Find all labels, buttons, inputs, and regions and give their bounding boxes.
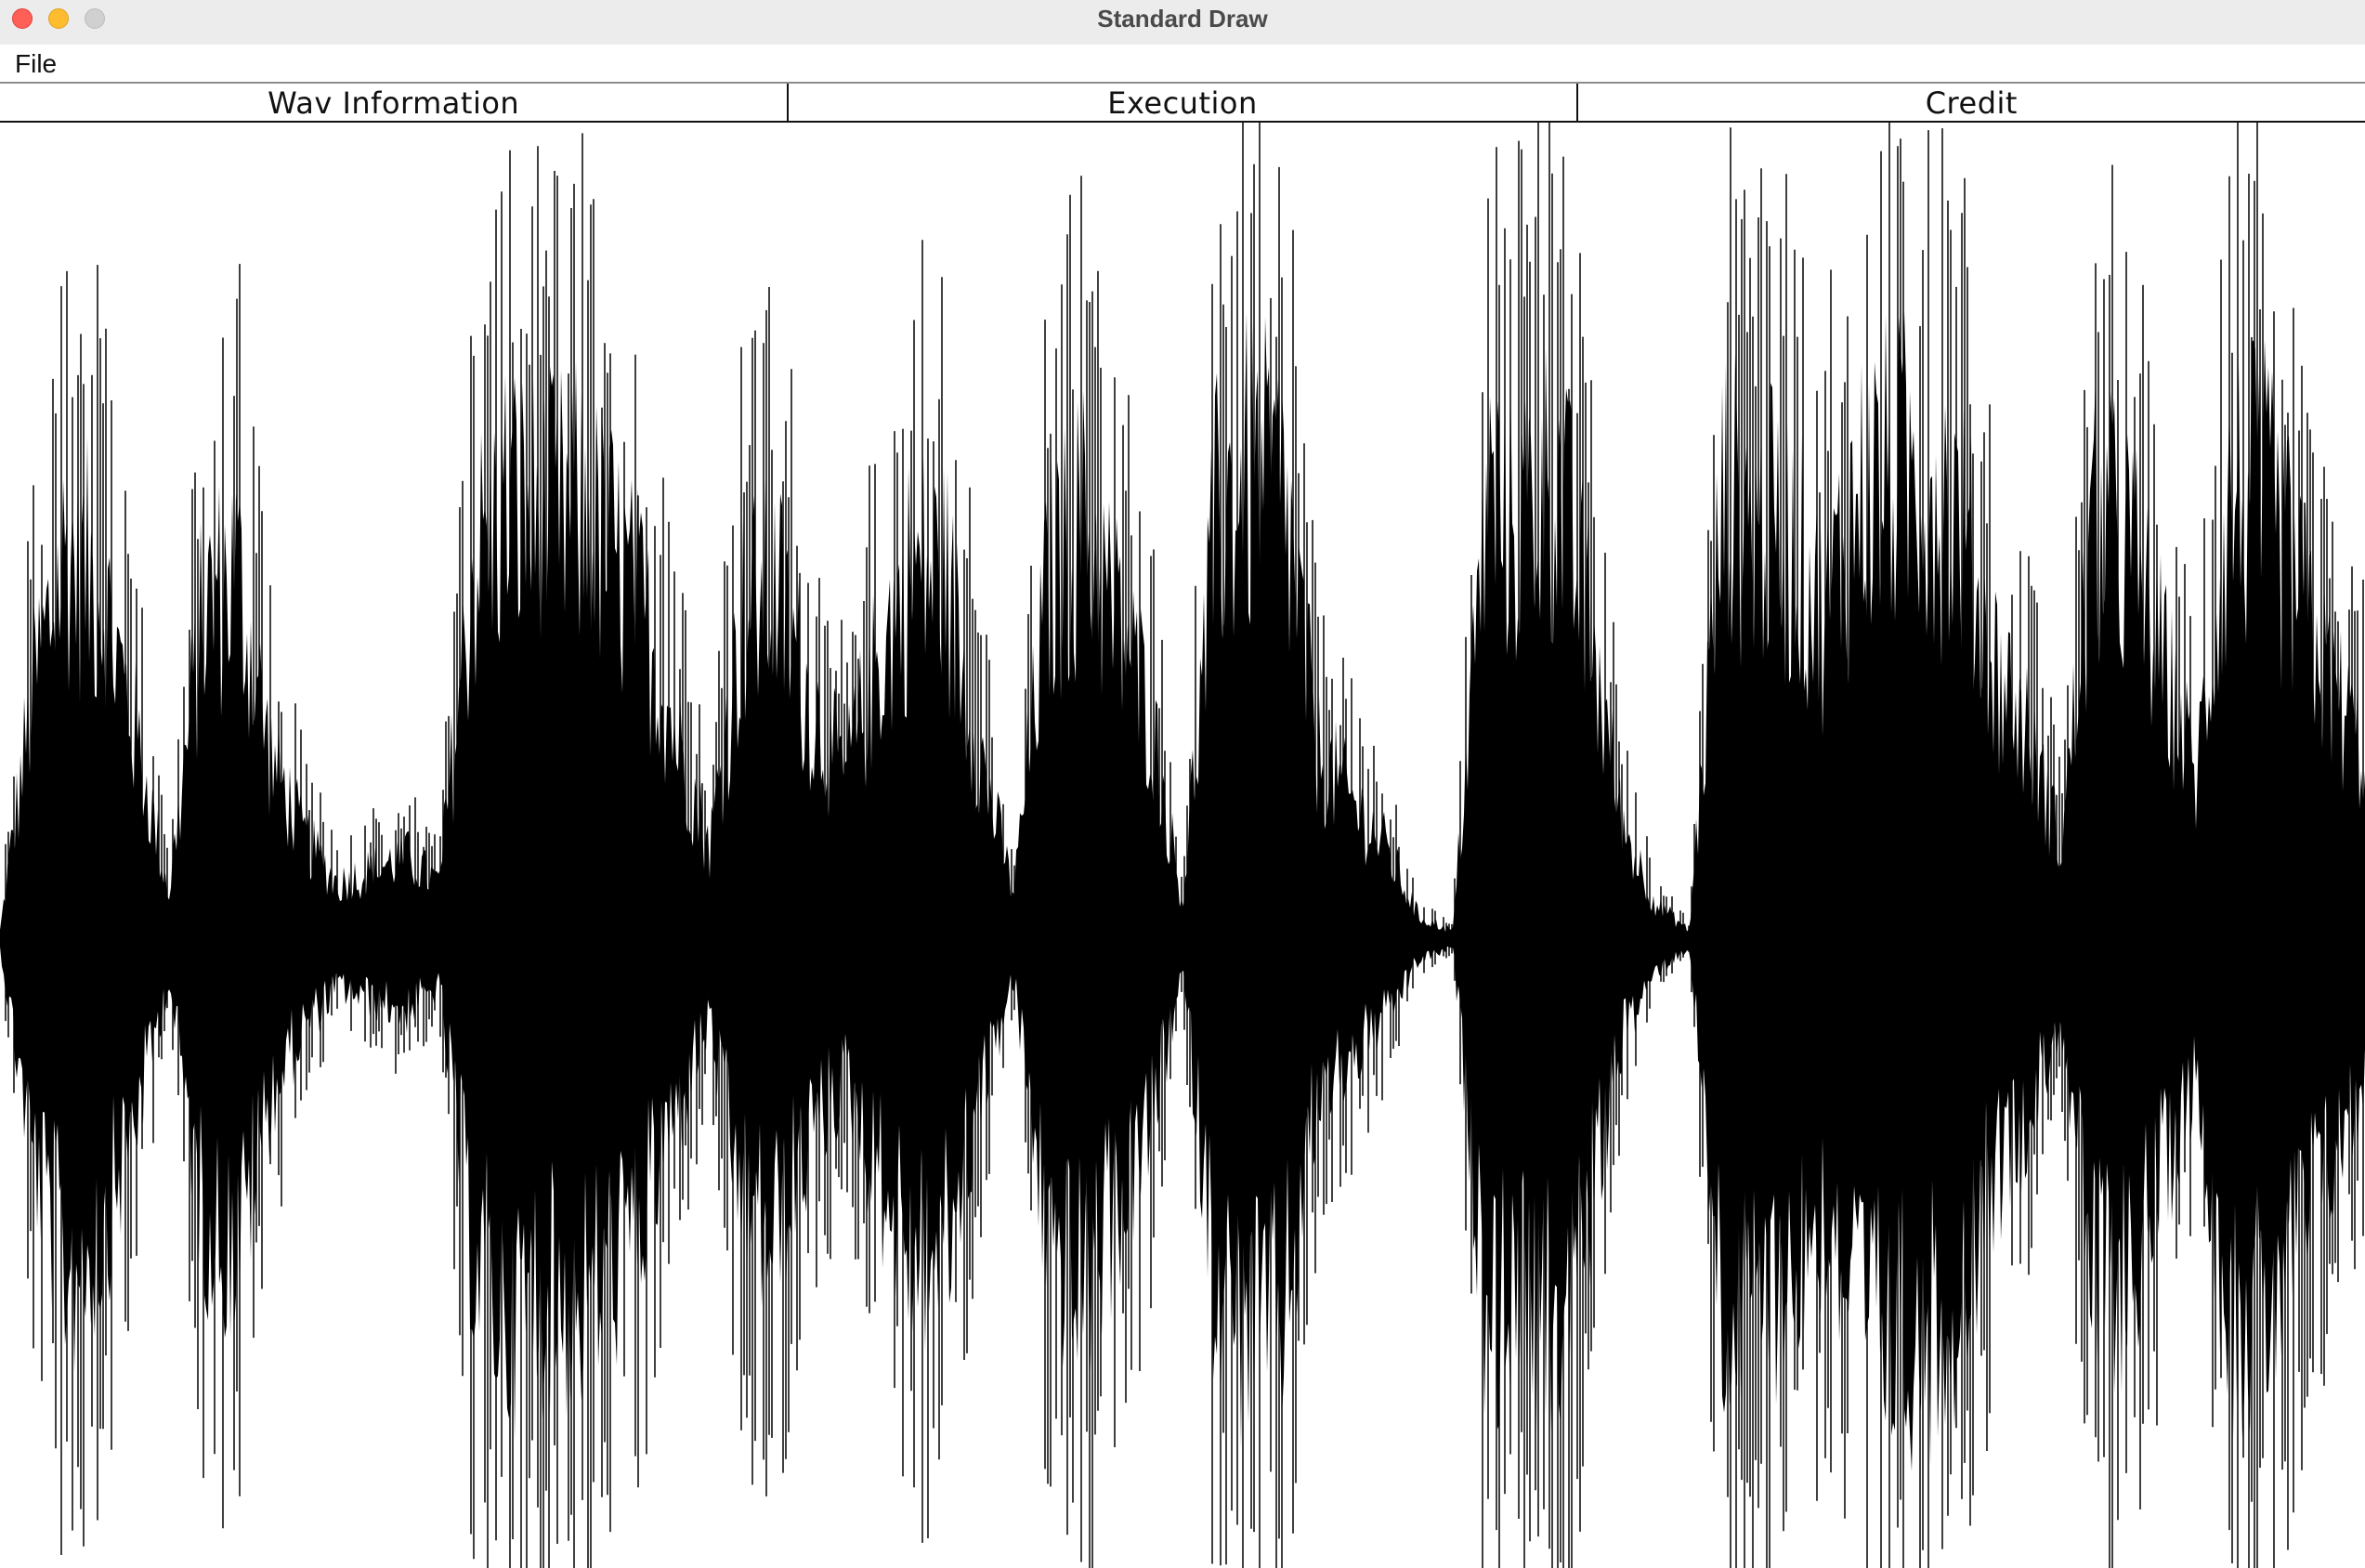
window-title: Standard Draw — [1097, 5, 1268, 33]
menu-bar: File — [0, 45, 2365, 84]
waveform-canvas — [0, 123, 2365, 1568]
menu-file[interactable]: File — [15, 49, 58, 78]
waveform-body — [0, 311, 2365, 1471]
close-window-button[interactable] — [12, 8, 33, 29]
waveform-spikes — [5, 123, 2364, 1568]
tab-bar: Wav Information Execution Credit — [0, 84, 2365, 123]
waveform-plot — [0, 123, 2365, 1568]
tab-execution[interactable]: Execution — [789, 84, 1578, 121]
minimize-window-button[interactable] — [48, 8, 69, 29]
tab-credit[interactable]: Credit — [1577, 84, 2365, 121]
zoom-window-button[interactable] — [85, 8, 105, 29]
title-bar[interactable]: Standard Draw — [0, 0, 2365, 46]
tab-wav-information[interactable]: Wav Information — [0, 84, 790, 121]
